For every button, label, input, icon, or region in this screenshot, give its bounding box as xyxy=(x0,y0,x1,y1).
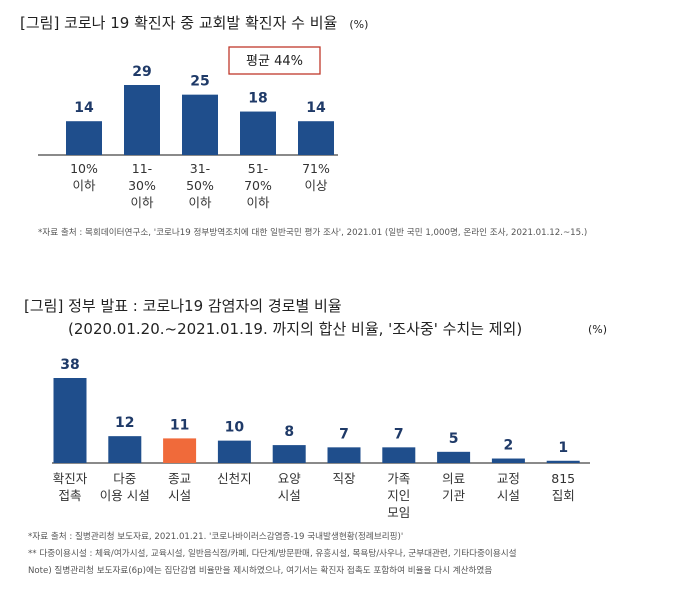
chart1-category-label-4-0: 71% xyxy=(302,161,330,176)
chart1-category-label-0-0: 10% xyxy=(70,161,98,176)
chart1-value-label-1: 29 xyxy=(132,64,151,80)
chart2-value-label-0: 38 xyxy=(60,357,79,373)
chart2-value-label-5: 7 xyxy=(339,426,349,442)
chart2-bar-0 xyxy=(53,378,87,463)
chart2-category-label-2-1: 시설 xyxy=(168,488,191,503)
chart2-value-label-4: 8 xyxy=(284,424,294,440)
chart2-category-label-0-1: 접촉 xyxy=(58,488,81,503)
chart2-bar-4 xyxy=(272,445,306,463)
chart1-unit: (%) xyxy=(349,18,369,31)
chart2-bar-8 xyxy=(491,458,525,463)
chart2-bar-6 xyxy=(382,447,416,463)
chart1-bar-0 xyxy=(66,121,102,155)
chart2-bar-3 xyxy=(217,440,251,463)
chart2-bar-7 xyxy=(437,451,471,463)
chart2-title-line1: [그림] 정부 발표 : 코로나19 감염자의 경로별 비율 xyxy=(24,297,342,315)
chart2-category-label-4-0: 요양 xyxy=(278,471,302,486)
chart2-title-line2: (2020.01.20.~2021.01.19. 까지의 합산 비율, '조사중… xyxy=(68,320,523,338)
chart1-category-label-0-1: 이하 xyxy=(72,178,96,193)
chart2-category-label-9-1: 집회 xyxy=(552,488,575,503)
chart2-category-label-4-1: 시설 xyxy=(278,488,301,503)
chart1-category-label-3-0: 51- xyxy=(248,161,268,176)
chart1-bar-1 xyxy=(124,85,160,155)
chart1-title: [그림] 코로나 19 확진자 중 교회발 확진자 수 비율 (%) xyxy=(20,12,368,33)
chart2-source-note: *자료 출처 : 질병관리청 보도자료, 2021.01.21. '코로나바이러… xyxy=(28,532,404,542)
chart2-category-label-1-0: 다중 xyxy=(113,471,136,486)
chart1-category-label-3-2: 이하 xyxy=(246,195,270,210)
chart2-value-label-2: 11 xyxy=(170,417,189,433)
chart2-category-label-9-0: 815 xyxy=(551,471,575,486)
chart2-method-note: Note) 질병관리청 보도자료(6p)에는 집단감염 비율만을 제시하였으나,… xyxy=(28,566,493,576)
chart2-category-label-8-0: 교정 xyxy=(497,471,520,486)
chart1-value-label-0: 14 xyxy=(74,100,94,116)
chart2-category-label-8-1: 시설 xyxy=(497,488,520,503)
chart2-category-label-5-0: 직장 xyxy=(332,471,356,486)
chart1-bar-2 xyxy=(182,94,218,155)
chart1-average-label: 평균 44% xyxy=(246,54,303,69)
chart1-value-label-3: 18 xyxy=(248,91,267,107)
chart1-category-label-1-0: 11- xyxy=(132,161,152,176)
chart1-category-label-2-0: 31- xyxy=(190,161,210,176)
chart1-category-label-4-1: 이상 xyxy=(304,178,328,193)
chart1-category-label-2-1: 50% xyxy=(186,178,214,193)
chart2-bar-5 xyxy=(327,447,361,463)
chart2-value-label-7: 5 xyxy=(449,431,459,447)
chart2-value-label-6: 7 xyxy=(394,426,404,442)
chart2-category-label-7-1: 기관 xyxy=(442,488,466,503)
chart1-average-box xyxy=(228,46,321,75)
chart2-category-label-3-0: 신천지 xyxy=(217,471,252,486)
chart1-value-label-2: 25 xyxy=(190,74,209,90)
chart2-bar-1 xyxy=(108,436,142,463)
chart2-value-label-1: 12 xyxy=(115,415,134,431)
chart2-value-label-8: 2 xyxy=(504,438,514,454)
chart2-category-label-7-0: 의료 xyxy=(442,471,465,486)
chart2-category-label-6-0: 가족 xyxy=(387,471,410,486)
chart1-category-label-3-1: 70% xyxy=(244,178,272,193)
chart1-category-label-2-2: 이하 xyxy=(188,195,212,210)
chart2-category-label-6-2: 모임 xyxy=(387,505,410,520)
chart1-title-text: [그림] 코로나 19 확진자 중 교회발 확진자 수 비율 xyxy=(20,14,338,32)
chart2-category-label-1-1: 이용 시설 xyxy=(100,488,150,503)
chart1-category-label-1-1: 30% xyxy=(128,178,156,193)
chart1-bar-3 xyxy=(240,111,276,155)
chart2-value-label-9: 1 xyxy=(558,440,568,456)
chart1-bar-4 xyxy=(298,121,334,155)
chart2-category-label-2-0: 종교 xyxy=(168,471,191,486)
chart1-category-label-1-2: 이하 xyxy=(130,195,154,210)
chart2-value-label-3: 10 xyxy=(225,420,245,436)
chart2-footnote: ** 다중이용시설 : 체육/여가시설, 교육시설, 일반음식점/카페, 다단계… xyxy=(28,549,517,559)
chart1-source-note: *자료 출처 : 목회데이터연구소, '코로나19 정부방역조치에 대한 일반국… xyxy=(38,228,588,238)
chart2-category-label-0-0: 확진자 xyxy=(53,471,88,486)
chart1-value-label-4: 14 xyxy=(306,100,326,116)
chart2-bar-2 xyxy=(163,438,197,463)
chart2-bar-9 xyxy=(546,460,580,463)
chart2-unit: (%) xyxy=(588,323,608,336)
chart2-category-label-6-1: 지인 xyxy=(387,488,410,503)
